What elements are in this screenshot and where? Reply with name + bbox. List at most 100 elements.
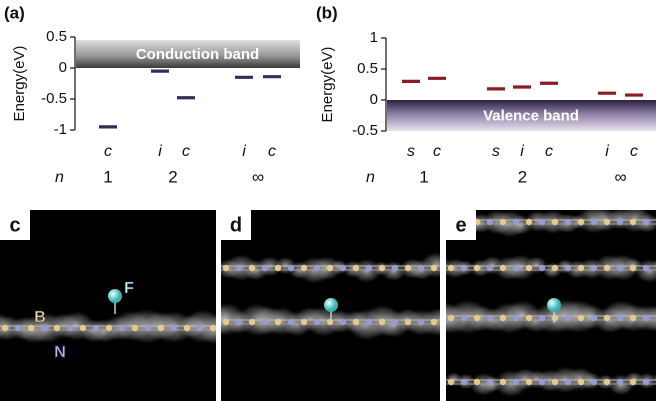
y-tick-label: 0.5 [46, 28, 67, 45]
atom [526, 219, 532, 225]
atom [327, 319, 333, 325]
atom [158, 325, 164, 331]
atom [301, 265, 307, 271]
atom [604, 219, 610, 225]
atom [236, 265, 242, 271]
category-label: c [268, 143, 276, 160]
atom [262, 265, 268, 271]
atom [448, 265, 454, 271]
atom [487, 265, 493, 271]
atom [487, 219, 493, 225]
atom [80, 325, 86, 331]
group-label: 1 [419, 167, 428, 186]
atom [643, 315, 649, 321]
y-tick-label: 0.5 [357, 60, 378, 77]
panel-background [0, 210, 216, 401]
y-tick-label: -1 [54, 121, 67, 138]
atom [461, 315, 467, 321]
atom [275, 319, 281, 325]
y-tick-label: -0.5 [41, 90, 67, 107]
atom [565, 315, 571, 321]
atom [500, 315, 506, 321]
atom [392, 319, 398, 325]
atom [474, 379, 480, 385]
atom [526, 265, 532, 271]
atom [119, 325, 125, 331]
atom [643, 379, 649, 385]
atom [565, 219, 571, 225]
category-label: s [407, 143, 415, 160]
atom [431, 319, 437, 325]
atom [500, 265, 506, 271]
atom [552, 315, 558, 321]
image-panel: e [420, 206, 656, 401]
atom [448, 379, 454, 385]
atom [2, 325, 8, 331]
atom [67, 325, 73, 331]
panel-label: e [455, 214, 466, 236]
y-tick-label: -0.5 [352, 122, 378, 139]
row-label: n [366, 169, 375, 186]
atom [184, 325, 190, 331]
atom [565, 265, 571, 271]
atom [405, 265, 411, 271]
atom [591, 219, 597, 225]
atom [249, 319, 255, 325]
atom [513, 265, 519, 271]
atom [474, 265, 480, 271]
atom [578, 219, 584, 225]
atom-label: B [34, 309, 46, 326]
atom [132, 325, 138, 331]
atom [54, 325, 60, 331]
atom [145, 325, 151, 331]
atom [366, 265, 372, 271]
atom [539, 265, 545, 271]
row-label: n [55, 169, 64, 186]
category-label: c [545, 143, 553, 160]
y-axis-label: Energy(eV) [319, 47, 336, 123]
y-tick-label: 1 [370, 29, 378, 46]
atom [630, 315, 636, 321]
panel-label: c [9, 214, 20, 236]
atom [461, 379, 467, 385]
atom [617, 265, 623, 271]
atom [643, 265, 649, 271]
atom [617, 379, 623, 385]
y-tick-label: 0 [370, 91, 378, 108]
panel-label: (b) [316, 3, 338, 22]
atom [578, 315, 584, 321]
atom [340, 265, 346, 271]
atom [630, 265, 636, 271]
f-atom [108, 289, 122, 303]
atom [405, 319, 411, 325]
atom [106, 325, 112, 331]
atom [15, 325, 21, 331]
atom [340, 319, 346, 325]
y-tick-label: 0 [59, 59, 67, 76]
category-label: c [182, 143, 190, 160]
atom [249, 265, 255, 271]
atom [223, 265, 229, 271]
atom-label: F [124, 280, 134, 297]
atom [262, 319, 268, 325]
group-label: 2 [518, 167, 527, 186]
y-axis-label: Energy(eV) [11, 46, 28, 122]
band-label: Conduction band [136, 46, 259, 63]
group-label: 2 [168, 167, 177, 186]
f-atom [547, 298, 561, 312]
atom [630, 379, 636, 385]
panel-label: (a) [4, 3, 25, 22]
atom [327, 265, 333, 271]
atom [353, 265, 359, 271]
atom [236, 319, 242, 325]
atom [526, 379, 532, 385]
atom [617, 315, 623, 321]
atom [604, 315, 610, 321]
category-label: c [433, 143, 441, 160]
atom [513, 379, 519, 385]
atom [500, 219, 506, 225]
group-label: ∞ [614, 167, 626, 186]
atom [392, 265, 398, 271]
atom [565, 379, 571, 385]
